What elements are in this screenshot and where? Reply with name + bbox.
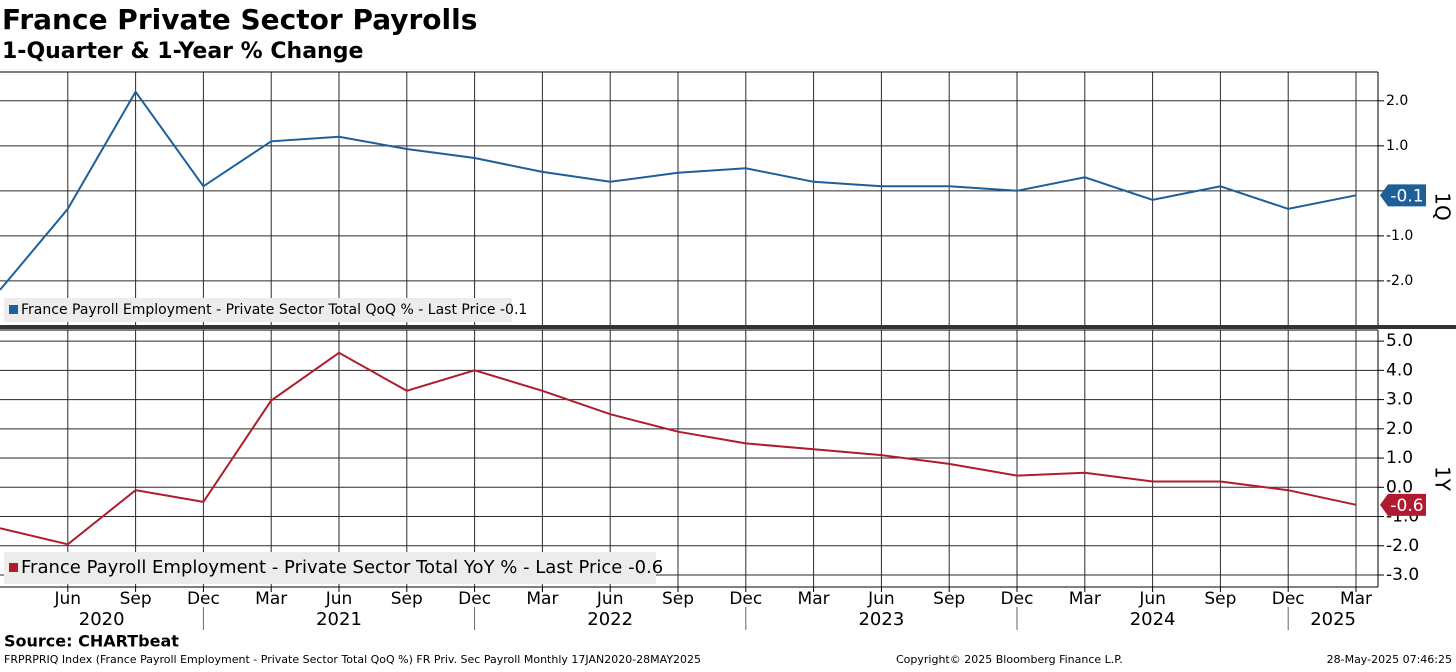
copyright: Copyright© 2025 Bloomberg Finance L.P. — [896, 653, 1123, 666]
y-tick-label: -2.0 — [1386, 536, 1419, 556]
data-line — [0, 89, 1357, 291]
y-tick-label: 5.0 — [1386, 331, 1413, 351]
legend-swatch — [9, 305, 18, 314]
footer-description: FRPRPRIQ Index (France Payroll Employmen… — [4, 653, 701, 666]
y-tick-label: -3.0 — [1386, 565, 1419, 585]
last-price-tag — [1380, 493, 1426, 516]
year-label: 2021 — [316, 609, 362, 630]
x-tick-label: Mar — [255, 589, 287, 609]
x-tick-label: Mar — [1069, 589, 1101, 609]
legend-label: France Payroll Employment - Private Sect… — [21, 302, 527, 318]
y-tick-label: 1.0 — [1386, 138, 1408, 154]
chart-subtitle: 1-Quarter & 1-Year % Change — [2, 39, 363, 64]
source: Source: CHARTbeat — [4, 632, 179, 651]
x-tick-label: Mar — [798, 589, 830, 609]
y-tick-label: 1.0 — [1386, 448, 1413, 468]
panel-separator — [0, 325, 1456, 329]
panel-label: 1Q — [1431, 192, 1455, 220]
panel-label: 1Y — [1431, 466, 1455, 492]
x-tick-label: Jun — [325, 589, 353, 609]
last-price-tag — [1380, 184, 1426, 207]
legend-box — [4, 298, 512, 322]
y-tick-label: 2.0 — [1386, 419, 1413, 439]
x-tick-label: Dec — [458, 589, 491, 609]
legend-label: France Payroll Employment - Private Sect… — [21, 557, 663, 578]
x-tick-label: Mar — [526, 589, 558, 609]
chart-title: France Private Sector Payrolls — [2, 3, 477, 36]
year-label: 2020 — [79, 609, 125, 630]
x-tick-label: Jun — [54, 589, 82, 609]
year-label: 2022 — [587, 609, 633, 630]
x-tick-label: Dec — [1001, 589, 1034, 609]
x-tick-label: Dec — [187, 589, 220, 609]
y-tick-label: 4.0 — [1386, 360, 1413, 380]
year-label: 2025 — [1310, 609, 1356, 630]
x-tick-label: Sep — [391, 589, 423, 609]
last-price-label: -0.6 — [1390, 496, 1423, 516]
y-tick-label: -2.0 — [1386, 273, 1413, 289]
y-tick-label: 2.0 — [1386, 93, 1408, 109]
y-tick-label: 0.0 — [1386, 477, 1413, 497]
last-price-label: -0.1 — [1390, 186, 1423, 206]
y-tick-label: -1.0 — [1386, 228, 1413, 244]
x-tick-label: Sep — [1204, 589, 1236, 609]
x-tick-label: Jun — [1138, 589, 1166, 609]
y-tick-label: 3.0 — [1386, 390, 1413, 410]
x-tick-label: Mar — [1340, 589, 1372, 609]
x-tick-label: Sep — [120, 589, 152, 609]
year-label: 2023 — [858, 609, 904, 630]
x-tick-label: Sep — [662, 589, 694, 609]
x-tick-label: Jun — [596, 589, 624, 609]
x-tick-label: Dec — [729, 589, 762, 609]
x-tick-label: Dec — [1272, 589, 1305, 609]
data-line — [0, 351, 1357, 546]
legend-box — [4, 552, 656, 584]
x-tick-label: Jun — [867, 589, 895, 609]
x-tick-label: Sep — [933, 589, 965, 609]
legend-swatch — [9, 563, 18, 572]
timestamp: 28-May-2025 07:46:25 — [1327, 653, 1452, 666]
year-label: 2024 — [1130, 609, 1176, 630]
